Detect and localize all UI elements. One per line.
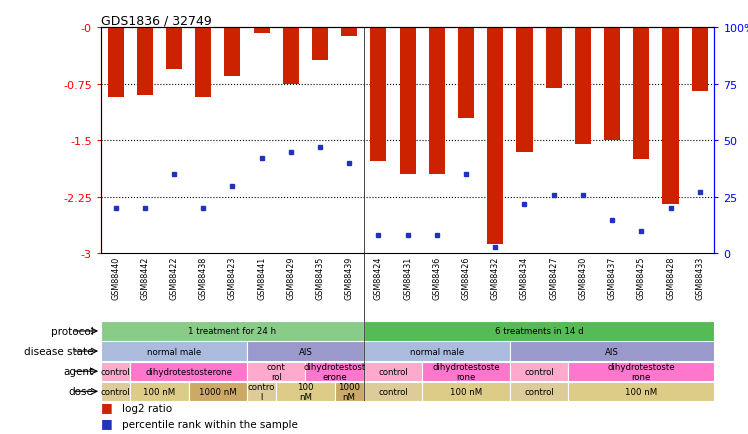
FancyBboxPatch shape: [247, 362, 305, 381]
FancyBboxPatch shape: [423, 362, 510, 381]
Bar: [458, 28, 474, 118]
Text: 1 treatment for 24 h: 1 treatment for 24 h: [188, 327, 277, 335]
Text: control: control: [101, 387, 130, 396]
Text: agent: agent: [64, 366, 94, 376]
Text: GSM88442: GSM88442: [141, 256, 150, 299]
Text: GSM88434: GSM88434: [520, 256, 529, 299]
FancyBboxPatch shape: [364, 322, 714, 341]
Bar: [545, 28, 562, 89]
Text: GSM88435: GSM88435: [316, 256, 325, 299]
Bar: [224, 28, 240, 77]
Text: GSM88431: GSM88431: [403, 256, 412, 299]
Bar: [108, 28, 123, 97]
Bar: [487, 28, 503, 245]
Text: GSM88429: GSM88429: [286, 256, 295, 299]
Bar: [692, 28, 708, 92]
FancyBboxPatch shape: [247, 382, 276, 401]
FancyBboxPatch shape: [364, 342, 510, 361]
Text: protocol: protocol: [51, 326, 94, 336]
Text: dihydrotestosterone: dihydrotestosterone: [145, 367, 232, 376]
FancyBboxPatch shape: [423, 382, 510, 401]
Text: disease state: disease state: [24, 346, 94, 356]
Text: GDS1836 / 32749: GDS1836 / 32749: [101, 14, 212, 27]
FancyBboxPatch shape: [334, 382, 364, 401]
Text: dihydrotestoste
rone: dihydrotestoste rone: [432, 362, 500, 381]
Text: dihydrotestoste
rone: dihydrotestoste rone: [607, 362, 675, 381]
FancyBboxPatch shape: [305, 362, 364, 381]
Text: AIS: AIS: [298, 347, 313, 356]
FancyBboxPatch shape: [364, 362, 423, 381]
Text: 100 nM: 100 nM: [450, 387, 482, 396]
Text: GSM88430: GSM88430: [578, 256, 587, 299]
FancyBboxPatch shape: [188, 382, 247, 401]
Text: 1000
nM: 1000 nM: [338, 382, 361, 401]
Text: GSM88424: GSM88424: [374, 256, 383, 299]
Text: normal male: normal male: [147, 347, 201, 356]
FancyBboxPatch shape: [130, 362, 247, 381]
FancyBboxPatch shape: [101, 342, 247, 361]
FancyBboxPatch shape: [101, 362, 130, 381]
Bar: [137, 28, 153, 96]
FancyBboxPatch shape: [101, 382, 130, 401]
Bar: [254, 28, 269, 33]
Text: 6 treatments in 14 d: 6 treatments in 14 d: [494, 327, 583, 335]
Text: 1000 nM: 1000 nM: [199, 387, 236, 396]
Bar: [575, 28, 591, 145]
Text: control: control: [524, 387, 554, 396]
FancyBboxPatch shape: [568, 362, 714, 381]
Text: GSM88441: GSM88441: [257, 256, 266, 299]
Text: GSM88425: GSM88425: [637, 256, 646, 299]
FancyBboxPatch shape: [101, 322, 364, 341]
Text: GSM88432: GSM88432: [491, 256, 500, 299]
FancyBboxPatch shape: [510, 342, 714, 361]
Bar: [195, 28, 211, 98]
Text: GSM88436: GSM88436: [432, 256, 441, 299]
FancyBboxPatch shape: [276, 382, 334, 401]
Text: GSM88439: GSM88439: [345, 256, 354, 299]
Text: 100 nM: 100 nM: [625, 387, 657, 396]
Bar: [283, 28, 299, 85]
Text: control: control: [524, 367, 554, 376]
Text: percentile rank within the sample: percentile rank within the sample: [122, 419, 298, 429]
Text: GSM88440: GSM88440: [111, 256, 120, 299]
FancyBboxPatch shape: [510, 382, 568, 401]
Text: GSM88426: GSM88426: [462, 256, 470, 299]
Text: AIS: AIS: [605, 347, 619, 356]
Bar: [370, 28, 387, 162]
Text: GSM88422: GSM88422: [170, 256, 179, 299]
Text: control: control: [378, 387, 408, 396]
Bar: [634, 28, 649, 160]
Bar: [604, 28, 620, 141]
Text: 100
nM: 100 nM: [297, 382, 313, 401]
Text: cont
rol: cont rol: [267, 362, 286, 381]
FancyBboxPatch shape: [130, 382, 188, 401]
Text: GSM88433: GSM88433: [695, 256, 704, 299]
Text: control: control: [378, 367, 408, 376]
FancyBboxPatch shape: [510, 362, 568, 381]
Text: normal male: normal male: [410, 347, 464, 356]
Bar: [399, 28, 416, 175]
FancyBboxPatch shape: [568, 382, 714, 401]
Text: GSM88438: GSM88438: [199, 256, 208, 299]
Bar: [166, 28, 182, 70]
Bar: [663, 28, 678, 205]
FancyBboxPatch shape: [247, 342, 364, 361]
FancyBboxPatch shape: [364, 382, 423, 401]
Text: GSM88437: GSM88437: [607, 256, 616, 299]
Text: GSM88428: GSM88428: [666, 256, 675, 299]
Text: dihydrotestost
erone: dihydrotestost erone: [304, 362, 366, 381]
Text: ■: ■: [101, 416, 113, 429]
Text: log2 ratio: log2 ratio: [122, 403, 172, 413]
Text: contro
l: contro l: [248, 382, 275, 401]
Text: GSM88423: GSM88423: [228, 256, 237, 299]
Bar: [312, 28, 328, 61]
Text: ■: ■: [101, 400, 113, 413]
Bar: [341, 28, 358, 37]
Text: dose: dose: [69, 386, 94, 396]
Bar: [429, 28, 445, 175]
Text: control: control: [101, 367, 130, 376]
Bar: [516, 28, 533, 152]
Text: GSM88427: GSM88427: [549, 256, 558, 299]
Text: 100 nM: 100 nM: [144, 387, 176, 396]
